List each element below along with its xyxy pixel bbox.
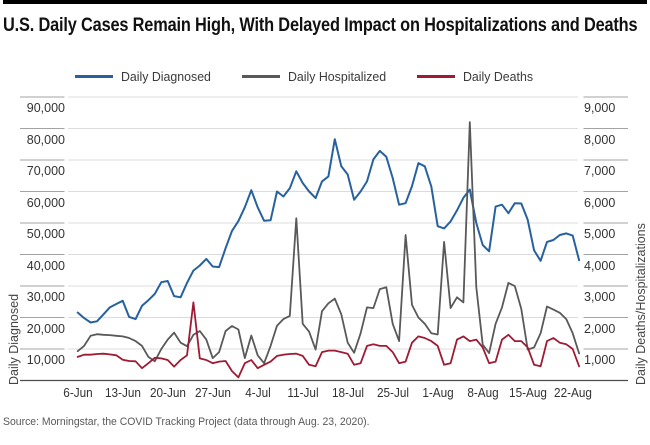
y-axis-label-right: 3,000 [584,290,616,304]
y-axis-label-left: 60,000 [26,195,65,210]
x-axis-label: 27-Jun [194,386,231,400]
line-swatch-icon [75,75,113,78]
y-axis-label-right: 9,000 [584,101,616,115]
x-axis-label: 18-Jul [331,386,364,400]
series-line-daily-hospitalized [76,121,580,365]
title-rule [3,0,647,4]
y-axis-label-left: 20,000 [26,321,65,336]
y-axis-label-right: 7,000 [584,164,616,178]
x-axis-label: 20-Jun [149,386,186,400]
y-axis-label-right: 1,000 [584,353,616,367]
legend-label: Daily Deaths [463,69,534,84]
x-axis-label: 6-Jun [62,386,93,400]
y-axis-label-right: 8,000 [584,132,616,147]
legend-item-daily-deaths: Daily Deaths [417,69,537,84]
y-axis-label-right: 6,000 [584,195,616,210]
chart-title: U.S. Daily Cases Remain High, With Delay… [3,15,638,36]
x-axis-label: 15-Aug [508,386,547,400]
y-axis-label-left: 50,000 [26,227,65,241]
x-axis-label: 13-Jun [104,386,141,400]
legend-item-daily-diagnosed: Daily Diagnosed [75,69,216,84]
x-axis-label: 11-Jul [287,386,319,400]
x-axis-label: 1-Aug [422,386,454,400]
source-note: Source: Morningstar, the COVID Tracking … [3,416,370,428]
legend-item-daily-hospitalized: Daily Hospitalized [241,69,391,84]
line-swatch-icon [241,75,280,78]
y-axis-label-left: 70,000 [26,164,65,178]
legend-label: Daily Diagnosed [121,69,211,84]
y-axis-label-left: 80,000 [26,132,65,147]
y-axis-label-left: 90,000 [26,101,65,115]
legend: Daily Diagnosed Daily Hospitalized Daily… [75,69,537,84]
series-line-daily-diagnosed [76,138,581,324]
y-axis-label-right: 2,000 [584,321,616,336]
y-axis-right-title: Daily Deaths/Hospitalizations [634,223,648,385]
y-axis-label-right: 4,000 [584,258,616,273]
legend-label: Daily Hospitalized [287,69,386,84]
y-axis-left-title: Daily Diagnosed [7,293,21,385]
x-axis-label: 22-Aug [553,386,592,400]
y-axis-label-left: 10,000 [26,353,65,367]
y-axis-label-left: 40,000 [26,258,65,273]
x-axis-label: 4-Jul [244,386,271,400]
x-axis-label: 25-Jul [376,386,409,400]
series-line-daily-deaths [76,301,580,379]
y-axis-label-left: 30,000 [26,290,65,304]
x-axis-label: 8-Aug [467,386,499,400]
line-swatch-icon [417,75,455,78]
y-axis-label-right: 5,000 [584,227,616,241]
